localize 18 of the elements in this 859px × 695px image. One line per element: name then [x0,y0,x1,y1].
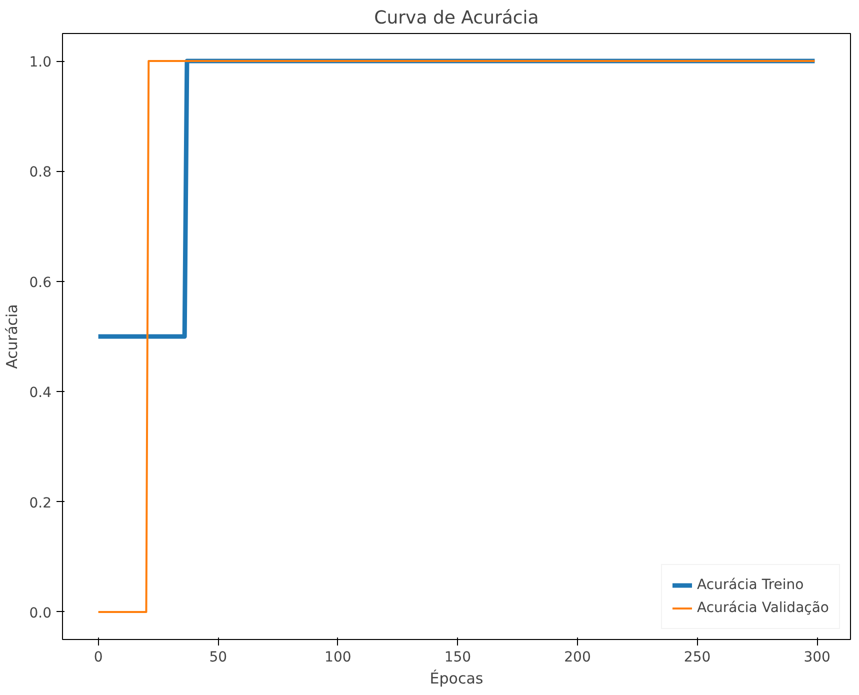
x-tick-label: 250 [684,650,711,666]
x-tick-label: 300 [804,650,830,666]
y-tick-label: 1.0 [29,54,52,71]
legend-label: Acurácia Treino [696,577,804,593]
legend-label: Acurácia Validação [696,600,829,616]
x-tick-label: 50 [209,650,228,666]
y-axis-title: Acurácia [3,304,22,369]
x-tick-label: 200 [564,650,591,666]
y-tick-label: 0.4 [29,385,52,402]
x-axis-title: Épocas [430,670,484,688]
y-tick-label: 0.2 [29,495,52,512]
x-tick-label: 150 [444,650,472,666]
x-tick-label: 100 [324,650,352,666]
chart-title: Curva de Acurácia [374,8,539,28]
y-tick-label: 0.0 [29,605,52,622]
x-tick-label: 0 [94,650,103,666]
y-tick-label: 0.8 [29,164,52,181]
y-tick-label: 0.6 [29,274,52,291]
